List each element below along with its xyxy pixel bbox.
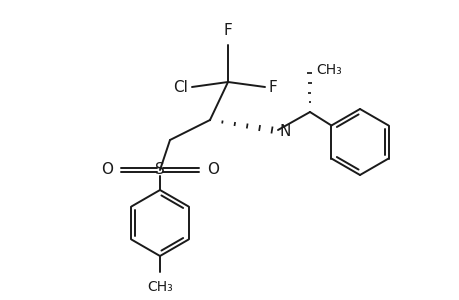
Text: CH₃: CH₃ (147, 280, 173, 294)
Text: F: F (223, 23, 232, 38)
Text: S: S (155, 163, 164, 178)
Text: O: O (207, 163, 218, 178)
Text: Cl: Cl (173, 80, 188, 94)
Text: N: N (280, 124, 291, 139)
Text: O: O (101, 163, 113, 178)
Text: CH₃: CH₃ (315, 63, 341, 77)
Text: F: F (269, 80, 277, 94)
